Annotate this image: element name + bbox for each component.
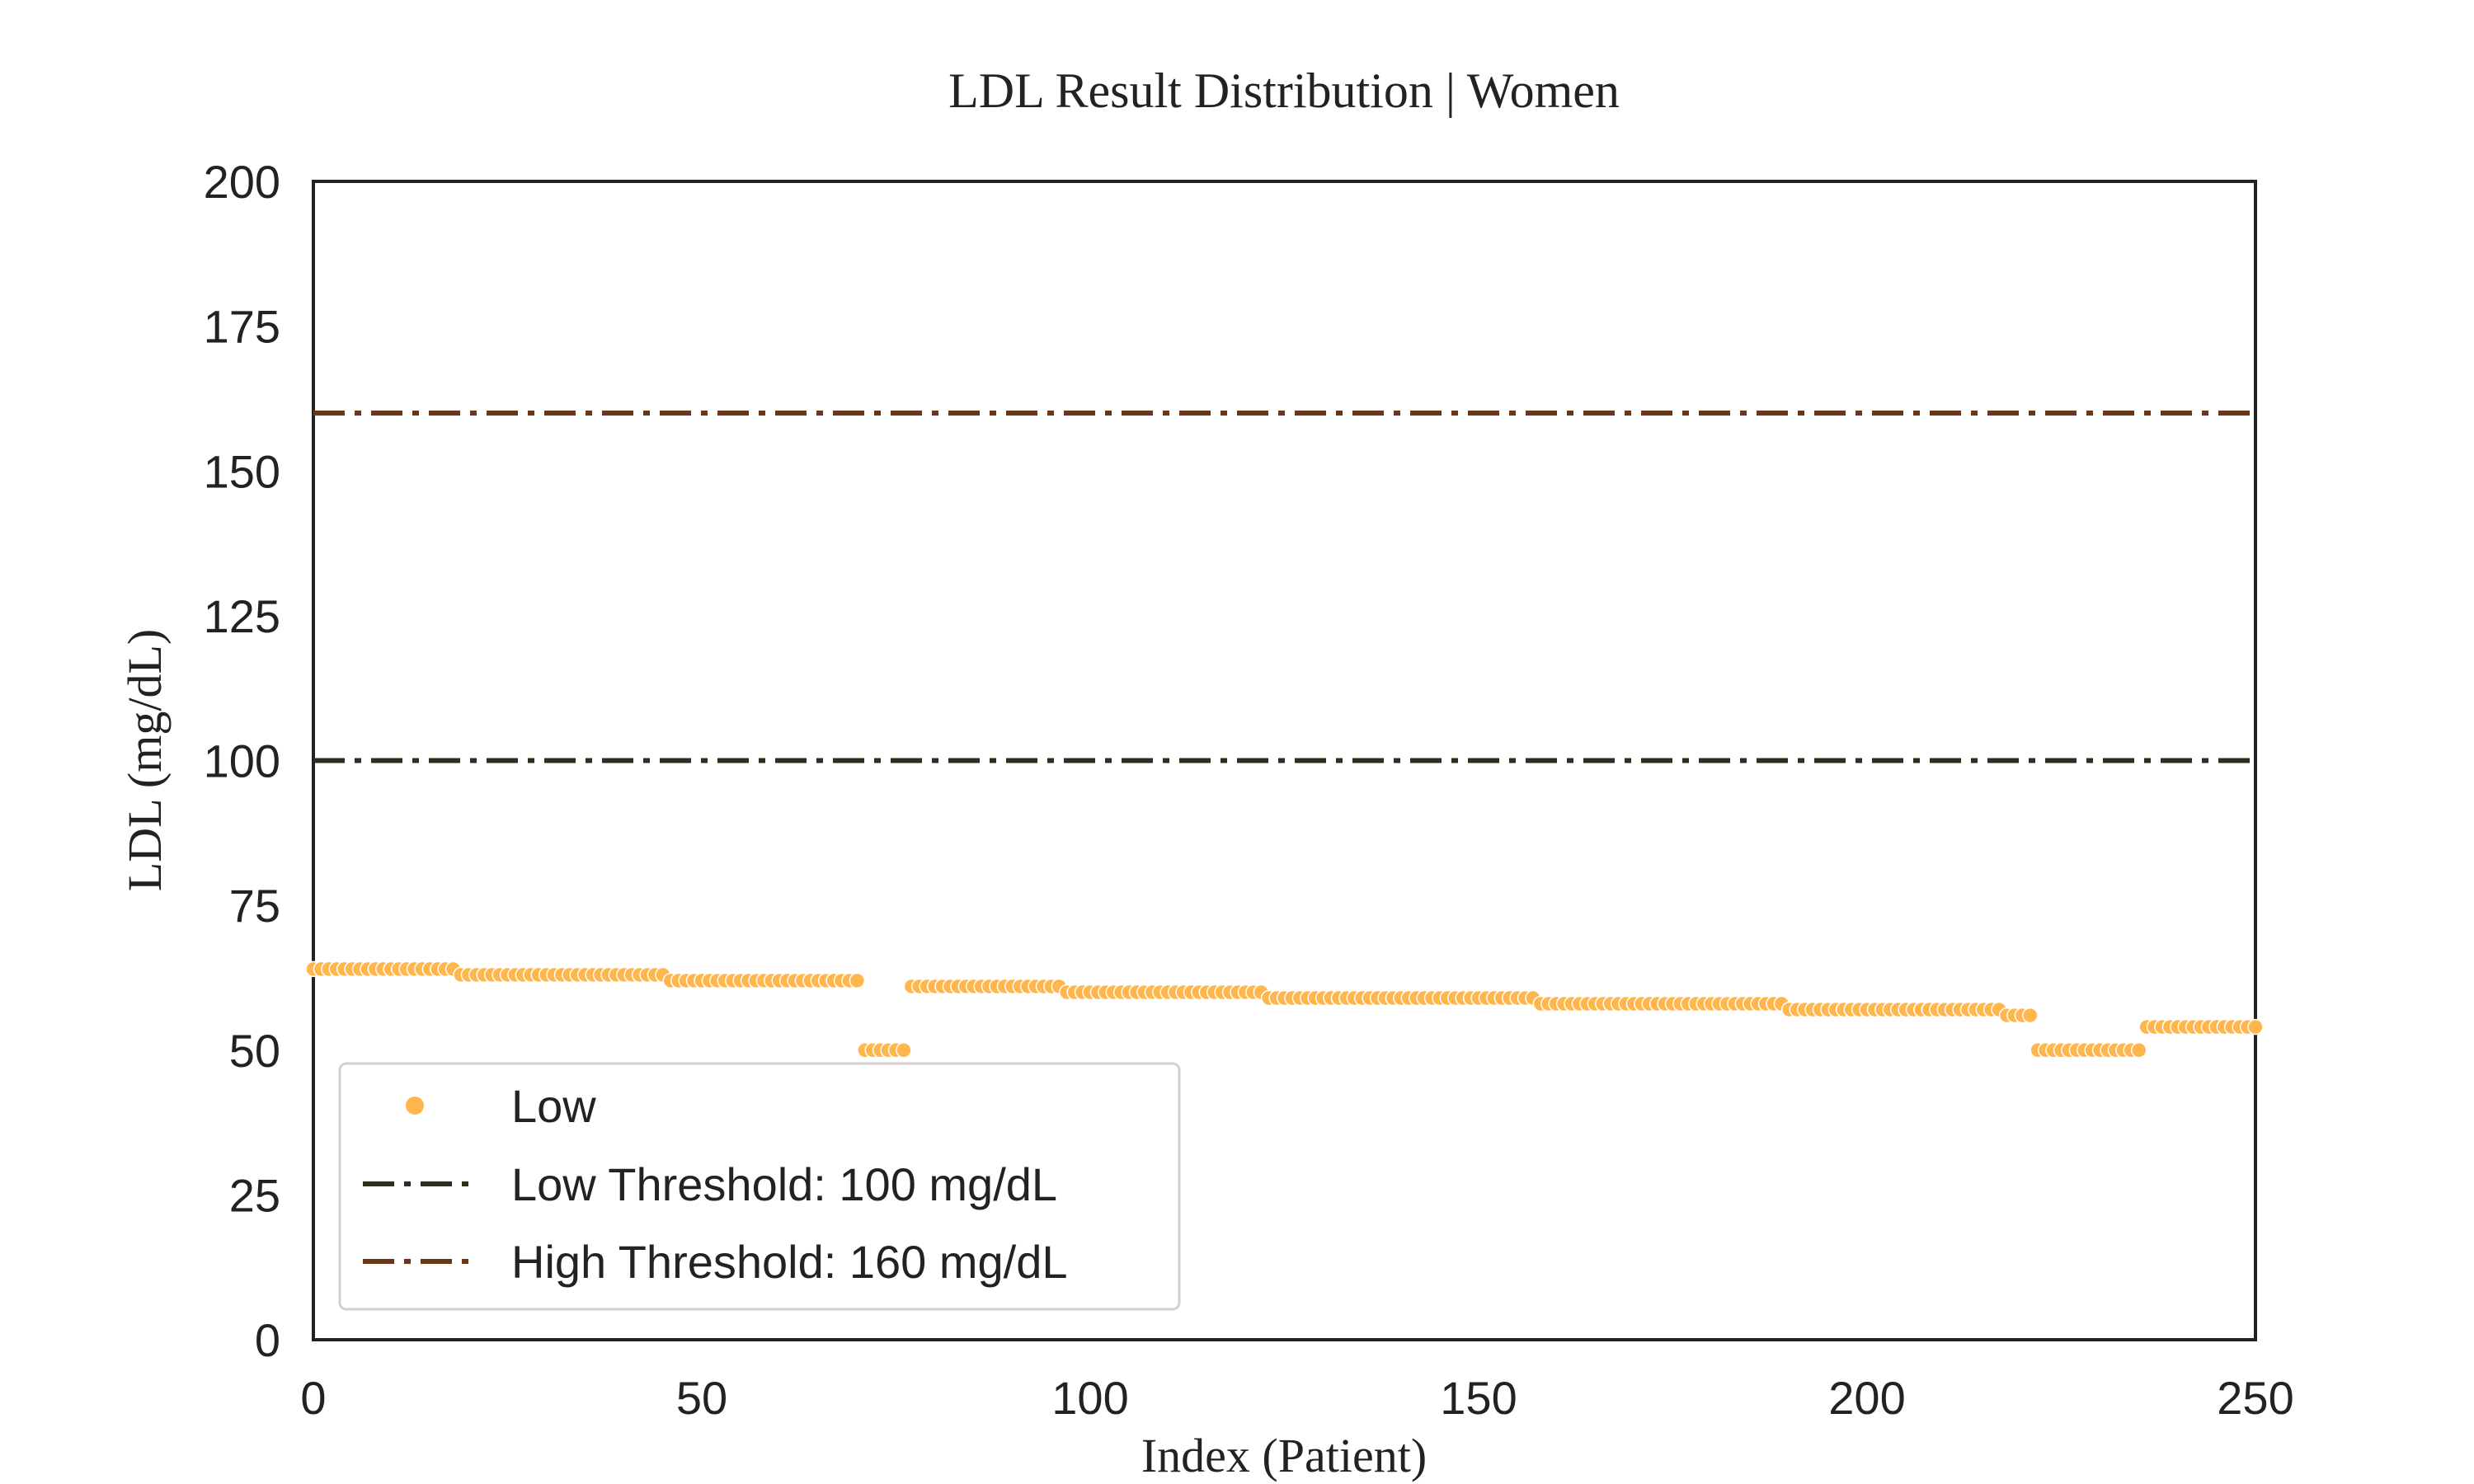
x-tick-label: 100 [1051,1372,1128,1424]
x-tick-label: 50 [676,1372,727,1424]
x-tick-label: 200 [1828,1372,1905,1424]
x-tick-label: 250 [2217,1372,2293,1424]
legend-marker-low [406,1097,424,1115]
data-points [305,960,2264,1059]
y-axis-ticks: 0 25 50 75 100 125 150 175 200 [204,156,280,1366]
x-tick-label: 150 [1440,1372,1517,1424]
data-point [2247,1018,2264,1036]
y-tick-label: 50 [229,1025,280,1077]
x-tick-label: 0 [300,1372,326,1424]
y-tick-label: 0 [255,1314,280,1366]
data-point [896,1042,912,1059]
data-point [2130,1042,2147,1059]
y-tick-label: 25 [229,1169,280,1221]
legend-label-high-threshold: High Threshold: 160 mg/dL [511,1236,1068,1288]
legend: Low Low Threshold: 100 mg/dL High Thresh… [338,1062,1181,1311]
x-axis-ticks: 0 50 100 150 200 250 [300,1372,2293,1424]
y-tick-label: 150 [204,445,280,497]
legend-label-low-threshold: Low Threshold: 100 mg/dL [511,1158,1057,1210]
legend-label-low: Low [511,1080,596,1132]
x-axis-label: Index (Patient) [1141,1429,1427,1482]
y-tick-label: 125 [204,590,280,642]
threshold-lines [313,411,2255,763]
y-axis-label: LDL (mg/dL) [118,629,172,891]
data-point [2022,1007,2039,1024]
y-tick-label: 175 [204,301,280,353]
legend-box [338,1062,1181,1311]
y-tick-label: 100 [204,735,280,787]
y-tick-label: 75 [229,880,280,932]
chart-title: LDL Result Distribution | Women [948,63,1620,118]
data-point [849,972,866,989]
y-tick-label: 200 [204,156,280,208]
